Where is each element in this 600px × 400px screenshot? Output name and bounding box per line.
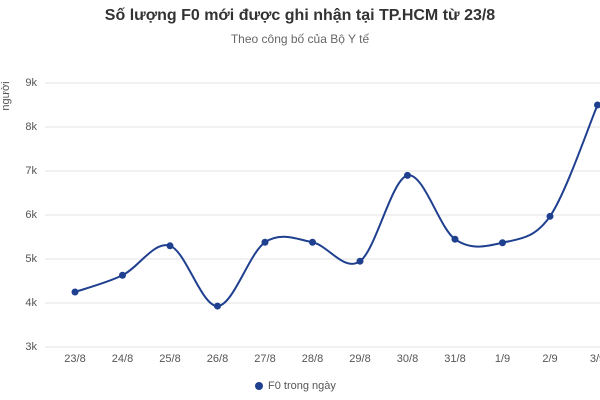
y-tick-label: 6k [25,209,37,221]
point [261,238,269,246]
x-tick-label: 31/8 [444,353,465,365]
x-tick-label: 28/8 [302,353,323,365]
point [451,235,459,243]
y-tick-label: 7k [25,165,37,177]
x-tick-label: 24/8 [112,353,133,365]
point [309,238,316,246]
point [356,257,364,265]
point [546,212,554,220]
point [71,288,79,296]
chart-subtitle: Theo công bố của Bộ Y tế [231,32,370,46]
x-tick-label: 26/8 [207,353,228,365]
chart-title: Số lượng F0 mới được ghi nhận tại TP.HCM… [105,7,496,24]
point [166,242,174,250]
point [119,271,126,279]
legend-label: F0 trong ngày [268,380,336,392]
x-tick-label: 27/8 [254,353,275,365]
line [74,104,599,308]
y-tick-label: 8k [25,121,37,133]
y-axis-label: người [0,81,12,110]
point [499,239,506,247]
point [594,101,600,109]
y-tick-label: 4k [25,297,37,309]
x-tick-label: 23/8 [64,353,85,365]
x-tick-label: 3/9 [590,353,600,365]
y-tick-label: 3k [25,341,37,353]
x-tick-label: 2/9 [542,353,557,365]
legend-marker [255,382,263,390]
x-tick-label: 1/9 [495,353,510,365]
x-tick-label: 30/8 [397,353,418,365]
x-tick-label: 29/8 [349,353,370,365]
y-tick-label: 5k [25,253,37,265]
x-tick-label: 25/8 [159,353,180,365]
y-tick-label: 9k [25,77,37,89]
point [404,171,411,179]
point [214,302,221,310]
